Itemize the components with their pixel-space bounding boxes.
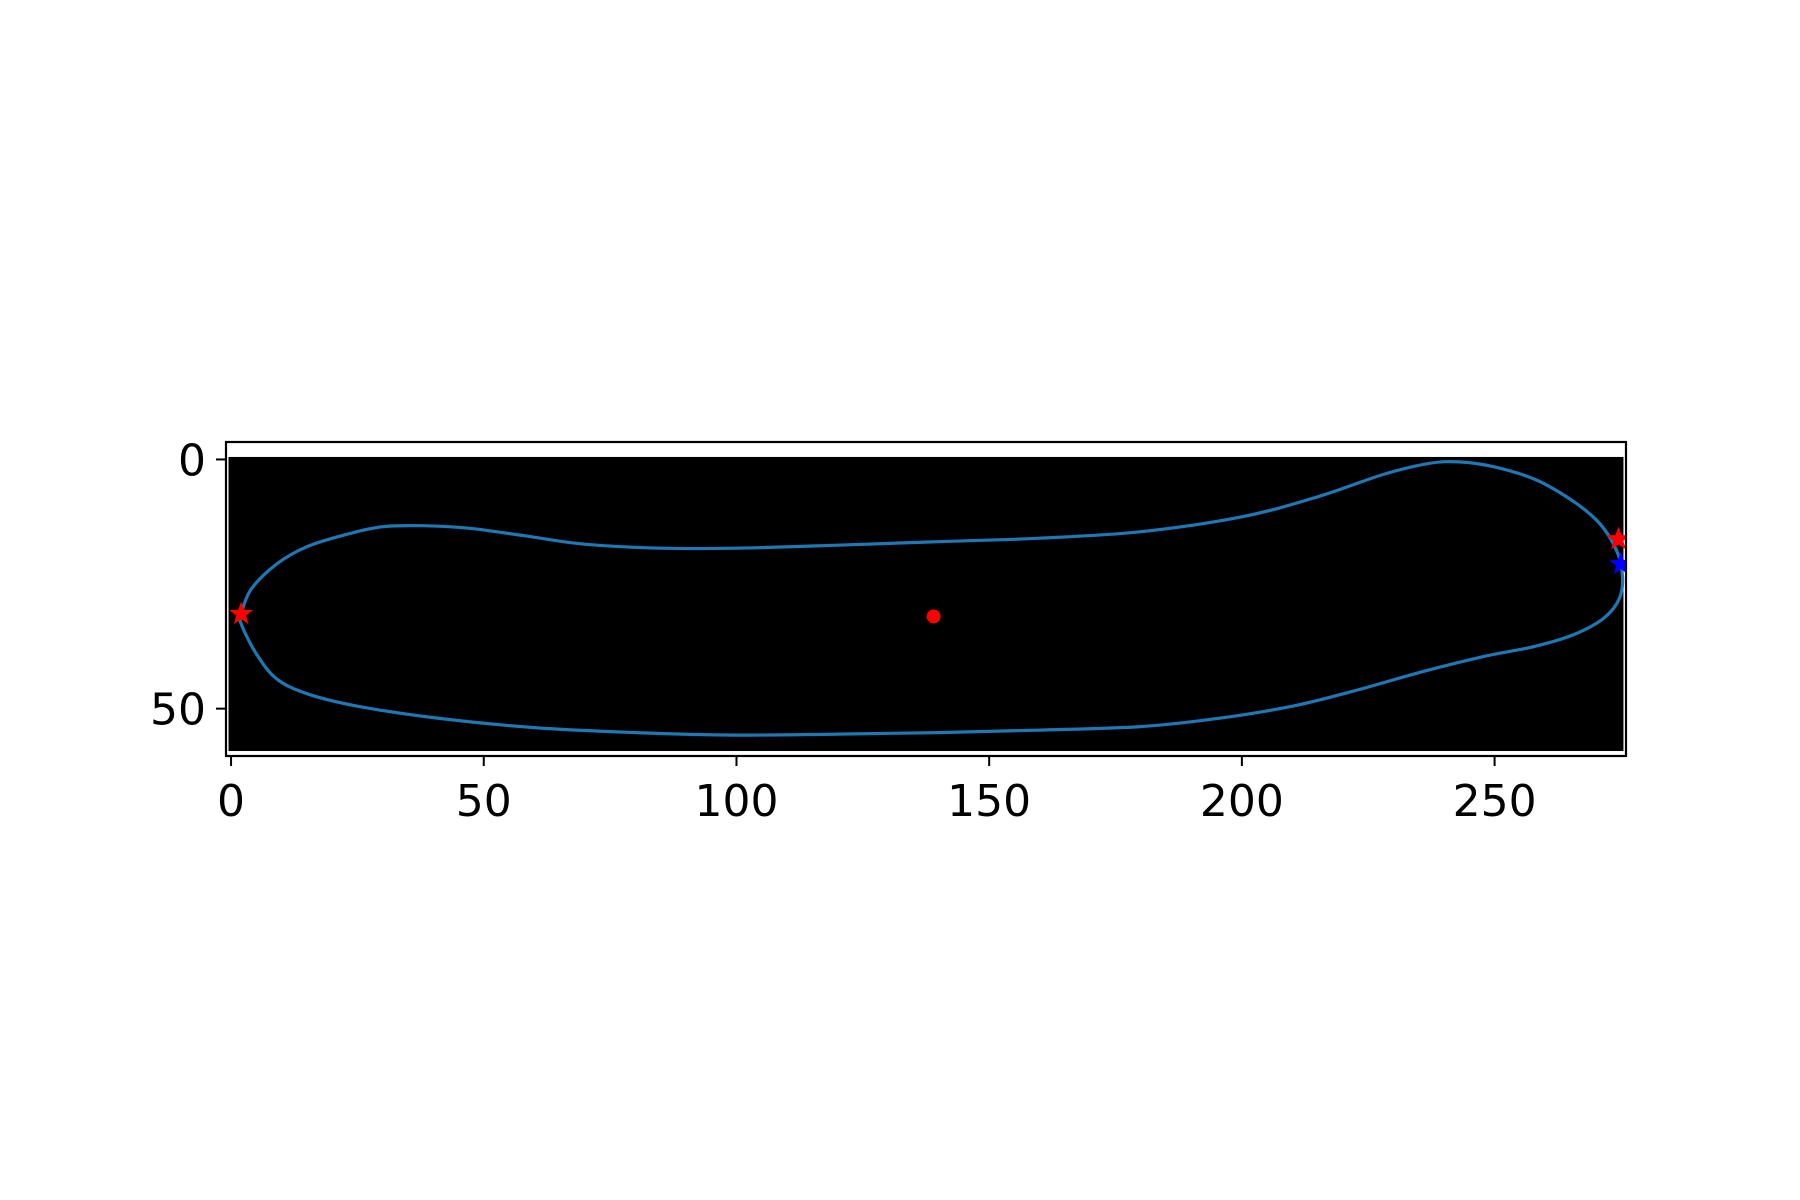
x-tick-label: 50 xyxy=(456,776,512,827)
x-tick-label: 150 xyxy=(947,776,1031,827)
y-tick-label: 0 xyxy=(178,435,206,486)
x-tick-label: 100 xyxy=(694,776,778,827)
centroid-point xyxy=(927,609,941,623)
mask-image xyxy=(229,457,1624,751)
plot-area xyxy=(226,442,1631,756)
y-tick-label: 50 xyxy=(150,685,206,736)
x-tick-label: 200 xyxy=(1200,776,1284,827)
x-tick-label: 0 xyxy=(217,776,245,827)
x-tick-label: 250 xyxy=(1453,776,1537,827)
